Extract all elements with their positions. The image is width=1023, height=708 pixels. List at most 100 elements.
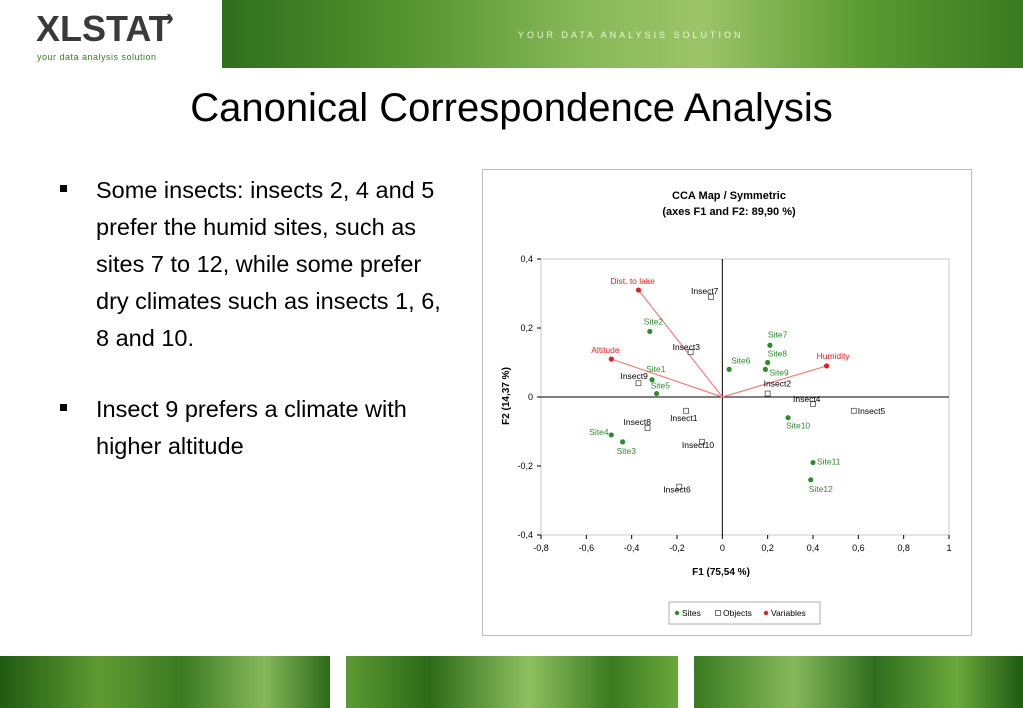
site-point — [762, 366, 768, 372]
object-label: Insect10 — [682, 440, 714, 450]
bullet-square-icon — [60, 185, 67, 192]
chart-subtitle: (axes F1 and F2: 89,90 %) — [662, 206, 796, 218]
bullet-item: Some insects: insects 2, 4 and 5 prefer … — [60, 172, 460, 357]
y-tick-label: 0 — [528, 392, 533, 402]
variable-arrow — [611, 358, 723, 398]
logo-text: XLSTAT — [36, 8, 171, 49]
bullet-square-icon — [60, 404, 67, 411]
object-label: Insect5 — [858, 406, 886, 416]
object-point — [644, 425, 651, 431]
site-point — [649, 377, 655, 383]
footer-leaf-panel — [0, 656, 330, 708]
variable-label: Humidity — [817, 351, 851, 361]
variable-arrow — [637, 289, 723, 398]
y-tick-label: 0,4 — [520, 254, 533, 264]
chart-title: CCA Map / Symmetric — [672, 190, 786, 202]
object-point — [708, 294, 714, 300]
object-label: Insect8 — [624, 417, 652, 427]
site-label: Site7 — [768, 329, 788, 339]
object-label: Insect4 — [793, 394, 821, 404]
site-point — [647, 328, 653, 335]
site-point — [654, 390, 660, 397]
site-label: Site6 — [731, 355, 751, 365]
bullet-list: Some insects: insects 2, 4 and 5 prefer … — [60, 172, 460, 499]
header-leaf-banner: YOUR DATA ANALYSIS SOLUTION — [222, 0, 1023, 68]
variable-arrow — [722, 365, 827, 398]
x-tick-label: -0,4 — [624, 543, 640, 553]
legend-box — [668, 601, 821, 625]
site-label: Site10 — [786, 421, 810, 431]
object-point — [687, 349, 694, 356]
logo-tagline: your data analysis solution — [37, 52, 157, 62]
header-banner: XLSTAT › your data analysis solution YOU… — [0, 0, 1023, 68]
chart-legend: Sites Objects Variables — [668, 601, 821, 625]
site-label: Site5 — [651, 381, 671, 391]
footer-leaf-panel — [346, 656, 678, 708]
bullet-item: Insect 9 prefers a climate with higher a… — [60, 391, 460, 465]
site-point — [726, 366, 732, 372]
site-label: Site9 — [769, 367, 789, 377]
site-point — [785, 415, 791, 421]
site-point — [810, 459, 816, 466]
object-point — [699, 438, 705, 445]
site-point — [620, 439, 626, 445]
variable-point — [824, 363, 830, 369]
object-point — [850, 407, 857, 414]
variable-label: Dist. to lake — [610, 276, 655, 286]
object-point — [676, 483, 683, 490]
y-tick-label: 0,2 — [520, 323, 533, 333]
site-label: Site2 — [644, 316, 664, 326]
banner-slogan: YOUR DATA ANALYSIS SOLUTION — [518, 30, 744, 40]
xlstat-logo: XLSTAT › your data analysis solution — [0, 0, 222, 68]
x-tick-label: -0,6 — [579, 543, 595, 553]
y-tick-label: -0,2 — [517, 461, 533, 471]
plot-area: -0,8 -0,6 -0,4 -0,2 0 0,2 0,4 0,6 0,8 1 -0,4 -0,2 0 0… — [517, 254, 951, 553]
x-tick-label: -0,2 — [669, 543, 685, 553]
object-point — [810, 400, 816, 407]
variable-label: Altitude — [591, 345, 620, 355]
site-point — [767, 342, 773, 348]
cca-map-chart: CCA Map / Symmetric (axes F1 and F2: 89,… — [501, 190, 952, 625]
object-point — [683, 407, 689, 414]
object-label: Insect7 — [691, 286, 719, 296]
y-axis-label: F2 (14,37 %) — [501, 367, 512, 425]
object-label: Insect3 — [673, 342, 701, 352]
object-label: Insect1 — [670, 413, 698, 423]
legend-item-label: Objects — [723, 608, 752, 618]
x-tick-label: 0,8 — [897, 543, 910, 553]
site-label: Site11 — [817, 457, 841, 467]
object-label: Insect2 — [764, 379, 792, 389]
object-point — [635, 380, 642, 387]
cca-chart-frame: CCA Map / Symmetric (axes F1 and F2: 89,… — [482, 169, 972, 636]
x-tick-label: -0,8 — [533, 543, 549, 553]
x-tick-label: 0,6 — [852, 543, 865, 553]
footer-leaf-banner — [0, 656, 1023, 708]
legend-marker — [763, 610, 769, 616]
slide-title: Canonical Correspondence Analysis — [190, 86, 833, 130]
legend-item-label: Sites — [682, 608, 701, 618]
object-label: Insect9 — [620, 371, 648, 381]
footer-leaf-panel — [694, 656, 1023, 708]
legend-item-label: Variables — [771, 608, 806, 618]
object-label: Insect6 — [663, 485, 691, 495]
site-point — [765, 359, 771, 366]
y-tick-label: -0,4 — [517, 530, 533, 540]
variable-point — [635, 287, 642, 293]
x-axis-label: F1 (75,54 %) — [692, 567, 750, 578]
x-tick-label: 1 — [946, 543, 951, 553]
x-tick-label: 0,2 — [761, 543, 774, 553]
site-label: Site3 — [617, 446, 637, 456]
site-label: Site4 — [589, 427, 609, 437]
object-point — [764, 390, 771, 397]
site-label: Site1 — [646, 364, 666, 374]
legend-marker — [715, 610, 721, 616]
site-point — [608, 432, 614, 438]
logo-chevron-icon: › — [166, 4, 174, 31]
variable-point — [608, 356, 614, 362]
legend-marker — [674, 610, 680, 616]
x-tick-label: 0,4 — [807, 543, 820, 553]
x-tick-label: 0 — [720, 543, 725, 553]
bullet-text: Some insects: insects 2, 4 and 5 prefer … — [96, 177, 441, 351]
bullet-text: Insect 9 prefers a climate with higher a… — [96, 396, 407, 459]
site-label: Site8 — [768, 349, 788, 359]
